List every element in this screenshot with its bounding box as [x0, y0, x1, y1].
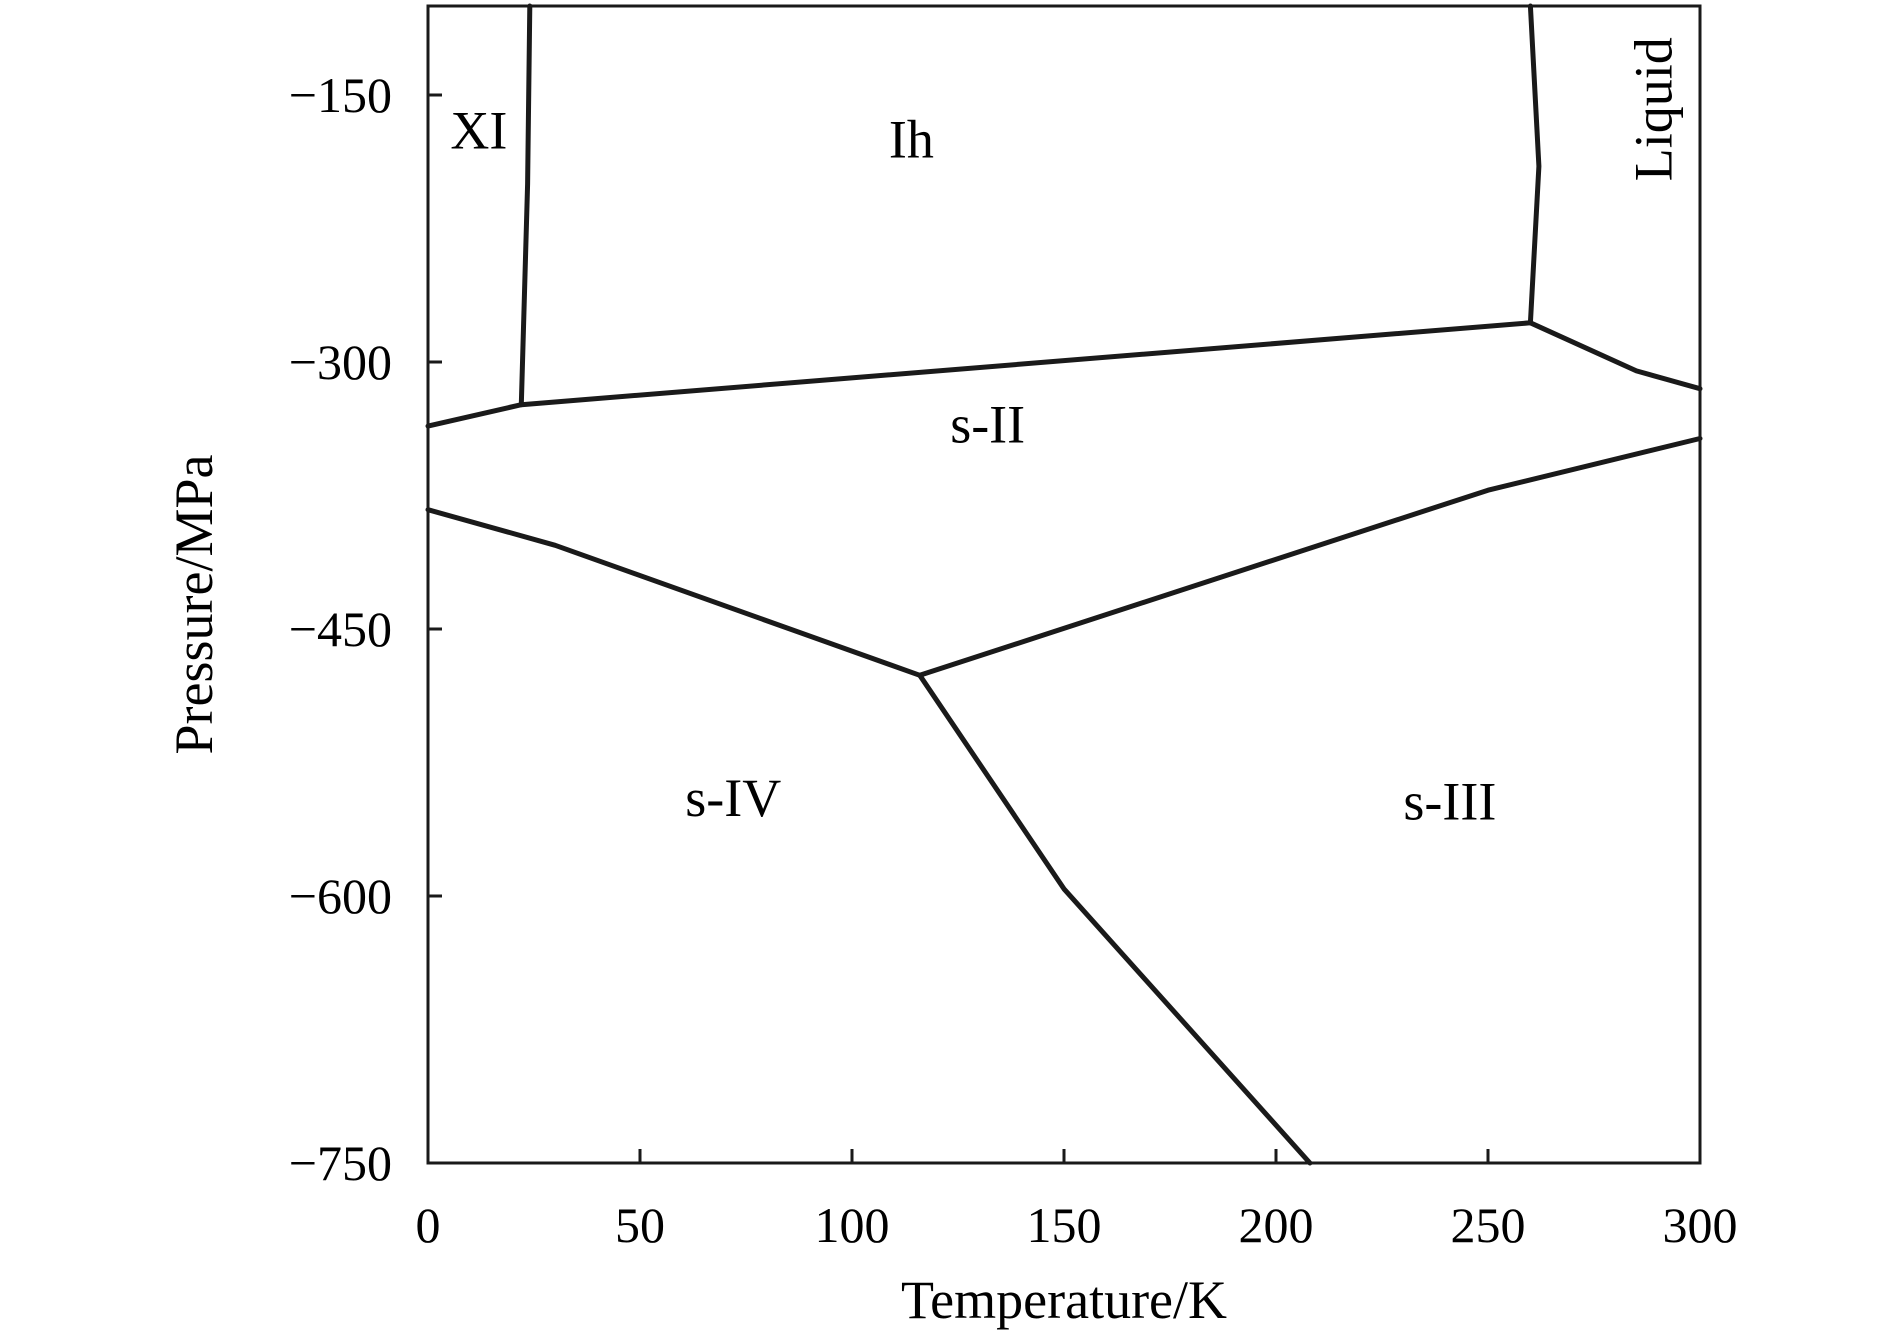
- phase-boundary-7: [917, 672, 1313, 1166]
- phase-boundary-4: [1527, 320, 1703, 392]
- phase-boundary-1: [518, 3, 533, 408]
- y-tick-label: −600: [289, 868, 392, 924]
- region-label: s-IV: [685, 768, 781, 828]
- region-label: s-III: [1403, 772, 1496, 832]
- y-tick-label: −750: [289, 1135, 392, 1191]
- phase-boundaries: [425, 3, 1703, 1166]
- x-tick-label: 0: [416, 1197, 441, 1253]
- phase-boundary-2: [425, 320, 1533, 429]
- region-label: Ih: [889, 110, 934, 170]
- x-tick-label: 250: [1451, 1197, 1526, 1253]
- x-tick-label: 300: [1663, 1197, 1738, 1253]
- region-label: s-II: [950, 394, 1025, 454]
- x-tick-label: 150: [1027, 1197, 1102, 1253]
- x-axis-title: Temperature/K: [901, 1270, 1227, 1330]
- y-tick-label: −450: [289, 601, 392, 657]
- y-axis-title: Pressure/MPa: [164, 454, 224, 754]
- region-label: XI: [450, 101, 507, 161]
- phase-boundary-5: [425, 507, 923, 678]
- phase-boundary-6: [917, 436, 1703, 678]
- region-labels: XI Ih Liquid s-II s-IV s-III: [450, 37, 1683, 831]
- axis-ticks: 0 50 100 150 200 250 300 −150 −300 −450 −600 −750: [289, 67, 1738, 1253]
- y-tick-label: −150: [289, 67, 392, 123]
- plot-frame: [426, 4, 1702, 1165]
- x-tick-label: 100: [815, 1197, 890, 1253]
- region-label: Liquid: [1623, 37, 1683, 181]
- x-tick-label: 200: [1239, 1197, 1314, 1253]
- x-tick-label: 50: [615, 1197, 665, 1253]
- phase-boundary-3: [1527, 3, 1542, 326]
- y-tick-label: −300: [289, 334, 392, 390]
